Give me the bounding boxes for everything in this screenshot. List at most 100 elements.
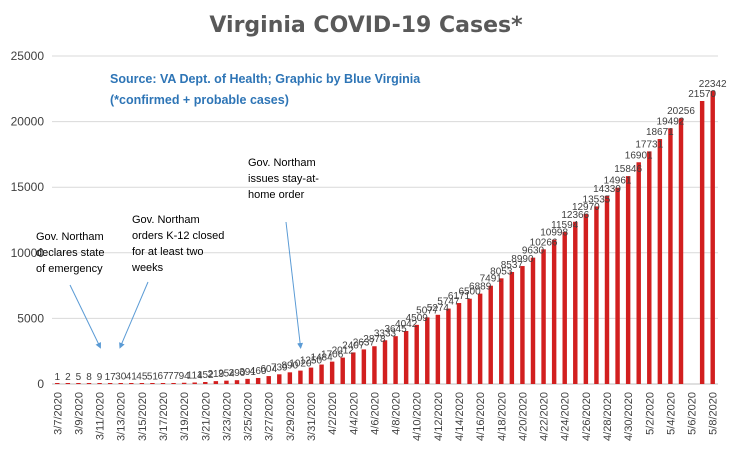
- x-tick-label: 4/4/2020: [348, 392, 360, 435]
- data-label: 19492: [657, 116, 685, 127]
- data-label: 30: [115, 372, 127, 383]
- x-tick-label: 3/17/2020: [158, 392, 170, 441]
- annotation-line: for at least two: [132, 246, 204, 258]
- x-tick-label: 5/2/2020: [644, 392, 656, 435]
- data-label: 13535: [583, 194, 611, 205]
- data-label: 391: [239, 367, 256, 378]
- bar: [245, 378, 250, 384]
- x-tick-label: 3/11/2020: [95, 392, 107, 440]
- data-label: 16901: [625, 150, 653, 161]
- data-label: 51: [147, 371, 159, 382]
- bar: [678, 118, 684, 385]
- data-label: 8537: [501, 260, 524, 271]
- bar: [192, 382, 197, 384]
- bar: [467, 298, 472, 384]
- bar: [372, 346, 377, 384]
- bar: [583, 213, 589, 384]
- bar: [351, 352, 356, 384]
- data-label: 14339: [593, 184, 621, 195]
- x-tick-label: 4/18/2020: [496, 392, 508, 441]
- bar: [477, 293, 483, 384]
- x-tick-label: 4/14/2020: [454, 392, 466, 441]
- data-label: 152: [197, 370, 214, 381]
- data-label: 6889: [469, 282, 492, 293]
- annotation: Gov. Northam issues stay-at-home order: [248, 157, 319, 349]
- data-label: 21570: [688, 89, 716, 100]
- bar: [139, 383, 145, 384]
- x-tick-label: 4/30/2020: [623, 392, 635, 441]
- x-tick-label: 3/23/2020: [221, 392, 233, 441]
- bar: [76, 383, 81, 384]
- bar: [456, 303, 462, 384]
- x-tick-label: 4/22/2020: [539, 392, 551, 441]
- bar: [277, 374, 282, 384]
- x-tick-label: 4/16/2020: [475, 392, 487, 441]
- chart-subtitle-source: Source: VA Dept. of Health; Graphic by B…: [110, 72, 421, 86]
- x-tick-label: 3/31/2020: [306, 392, 318, 441]
- y-tick-label: 10000: [11, 246, 45, 260]
- data-label: 77: [168, 371, 180, 382]
- bar: [657, 139, 663, 384]
- bar: [150, 383, 155, 384]
- data-label: 6500: [458, 287, 481, 298]
- bar: [203, 382, 208, 384]
- bar: [181, 382, 187, 384]
- bar: [266, 376, 271, 384]
- data-label: 460: [250, 366, 267, 377]
- bar: [573, 221, 578, 384]
- bar: [329, 361, 335, 384]
- data-label: 10266: [530, 237, 558, 248]
- x-tick-label: 4/6/2020: [369, 392, 381, 435]
- data-label: 1484: [310, 353, 333, 364]
- data-label: 12970: [572, 202, 600, 213]
- bar: [625, 176, 631, 384]
- annotation: Gov. Northam orders K-12 closed for at lea…: [119, 214, 224, 349]
- bar: [403, 330, 409, 384]
- data-label: 1706: [321, 350, 344, 361]
- data-label: 45: [136, 371, 148, 382]
- data-label: 6171: [448, 291, 471, 302]
- data-label: 15846: [614, 164, 642, 175]
- data-label: 2012: [332, 346, 355, 357]
- data-label: 290: [229, 368, 246, 379]
- bar: [647, 151, 652, 384]
- data-label: 604: [260, 364, 277, 375]
- data-label: 114: [187, 371, 203, 382]
- annotation-line: weeks: [131, 262, 164, 274]
- bar: [86, 383, 92, 384]
- data-label: 20256: [667, 106, 695, 117]
- bar: [255, 377, 261, 384]
- x-tick-label: 3/9/2020: [73, 392, 85, 435]
- bar: [129, 383, 134, 384]
- x-tick-label: 5/4/2020: [665, 392, 677, 435]
- y-tick-label: 5000: [17, 311, 44, 325]
- x-tick-label: 3/27/2020: [264, 392, 276, 441]
- y-tick-label: 20000: [11, 115, 45, 129]
- bar: [562, 231, 567, 384]
- bar: [710, 90, 715, 385]
- bar: [308, 367, 314, 384]
- x-tick-label: 3/29/2020: [285, 392, 297, 441]
- annotation-line: issues stay-at-: [248, 173, 319, 185]
- bar: [361, 349, 367, 384]
- data-label: 2878: [363, 334, 386, 345]
- x-tick-label: 4/26/2020: [581, 392, 593, 441]
- bar: [298, 370, 303, 384]
- bar: [594, 206, 599, 384]
- bar: [488, 285, 493, 384]
- data-label: 739: [271, 362, 288, 373]
- y-tick-label: 15000: [11, 180, 45, 194]
- data-label: 1020: [289, 359, 312, 370]
- bar: [224, 380, 229, 384]
- bar: [97, 383, 102, 384]
- data-label: 17731: [635, 139, 663, 150]
- y-tick-label: 25000: [11, 49, 45, 63]
- bar: [636, 162, 641, 384]
- bar: [382, 340, 388, 384]
- x-tick-label: 5/6/2020: [687, 392, 699, 435]
- bar: [107, 383, 113, 384]
- data-label: 41: [126, 371, 138, 382]
- data-label: 8: [86, 372, 92, 383]
- data-label: 22342: [699, 79, 727, 90]
